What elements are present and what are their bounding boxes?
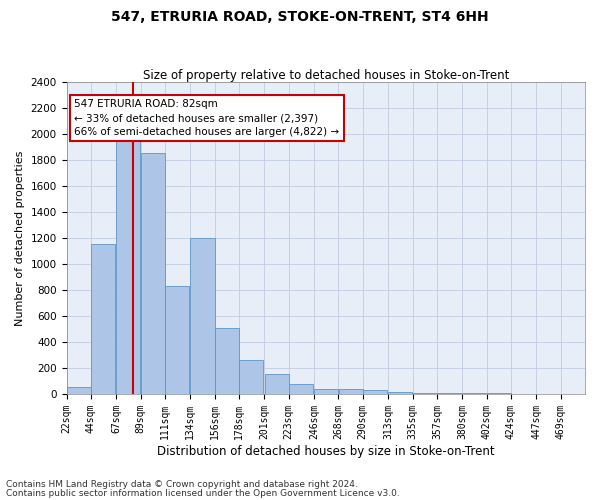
- Bar: [141, 154, 165, 394]
- Text: Contains public sector information licensed under the Open Government Licence v3: Contains public sector information licen…: [6, 488, 400, 498]
- Text: Contains HM Land Registry data © Crown copyright and database right 2024.: Contains HM Land Registry data © Crown c…: [6, 480, 358, 489]
- Bar: [314, 389, 338, 394]
- Bar: [437, 393, 461, 394]
- Bar: [91, 244, 115, 394]
- Bar: [215, 328, 239, 394]
- Bar: [67, 388, 91, 394]
- Bar: [363, 390, 387, 394]
- Y-axis label: Number of detached properties: Number of detached properties: [15, 150, 25, 326]
- Text: 547 ETRURIA ROAD: 82sqm
← 33% of detached houses are smaller (2,397)
66% of semi: 547 ETRURIA ROAD: 82sqm ← 33% of detache…: [74, 99, 340, 137]
- Title: Size of property relative to detached houses in Stoke-on-Trent: Size of property relative to detached ho…: [143, 69, 509, 82]
- Text: 547, ETRURIA ROAD, STOKE-ON-TRENT, ST4 6HH: 547, ETRURIA ROAD, STOKE-ON-TRENT, ST4 6…: [111, 10, 489, 24]
- X-axis label: Distribution of detached houses by size in Stoke-on-Trent: Distribution of detached houses by size …: [157, 444, 494, 458]
- Bar: [165, 286, 189, 394]
- Bar: [239, 360, 263, 394]
- Bar: [190, 238, 215, 394]
- Bar: [289, 384, 313, 394]
- Bar: [413, 392, 437, 394]
- Bar: [116, 140, 140, 394]
- Bar: [338, 390, 362, 394]
- Bar: [265, 374, 289, 394]
- Bar: [388, 392, 412, 394]
